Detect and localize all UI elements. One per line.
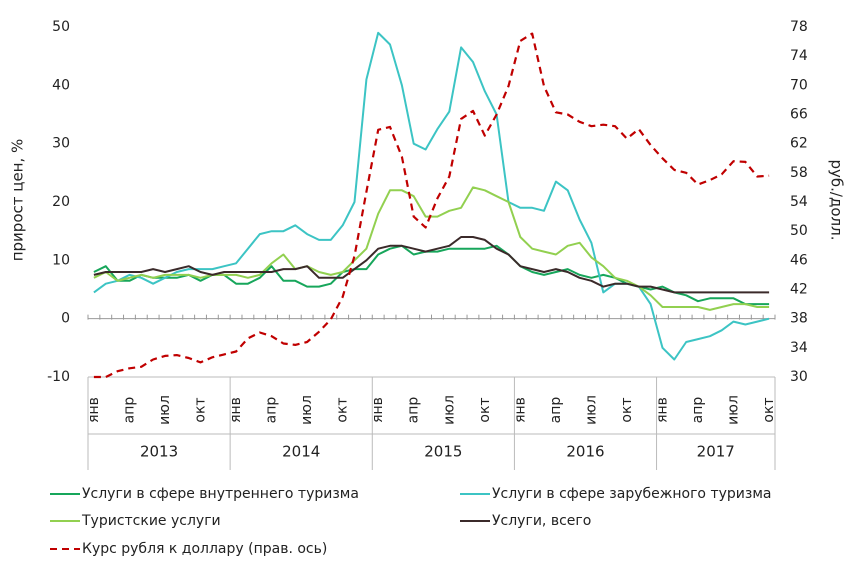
series-line bbox=[93, 186, 770, 311]
y2-tick-label: 50 bbox=[790, 223, 808, 239]
legend-label: Услуги в сфере зарубежного туризма bbox=[492, 486, 771, 502]
y2-axis-label: руб./долл. bbox=[828, 160, 846, 241]
legend-label: Услуги, всего bbox=[492, 513, 591, 529]
x-tick-label: апр bbox=[690, 397, 706, 424]
x-tick-label: окт bbox=[477, 397, 493, 422]
x-tick-label: июл bbox=[726, 395, 742, 425]
x-tick-label: окт bbox=[335, 397, 351, 422]
y2-tick-label: 42 bbox=[790, 282, 808, 298]
y-tick-label: 30 bbox=[52, 136, 70, 152]
y-tick-label: 20 bbox=[52, 194, 70, 210]
y-tick-label: 40 bbox=[52, 77, 70, 93]
x-tick-label: янв bbox=[512, 397, 528, 423]
x-tick-label: июл bbox=[299, 395, 315, 425]
y2-tick-label: 78 bbox=[790, 19, 808, 35]
y-axis-label: прирост цен, % bbox=[9, 139, 27, 262]
year-label: 2014 bbox=[282, 443, 320, 461]
y2-tick-label: 58 bbox=[790, 165, 808, 181]
series-line bbox=[93, 244, 770, 306]
x-tick-label: янв bbox=[654, 397, 670, 423]
y2-tick-label: 54 bbox=[790, 194, 808, 210]
x-tick-label: окт bbox=[193, 397, 209, 422]
x-tick-label: июл bbox=[157, 395, 173, 425]
year-label: 2015 bbox=[424, 443, 462, 461]
y-tick-label: 10 bbox=[52, 252, 70, 268]
x-tick-label: окт bbox=[619, 397, 635, 422]
x-tick-label: янв bbox=[86, 397, 102, 423]
y2-tick-label: 30 bbox=[790, 369, 808, 385]
x-tick-label: апр bbox=[406, 397, 422, 424]
year-label: 2017 bbox=[697, 443, 735, 461]
y2-tick-label: 66 bbox=[790, 107, 808, 123]
x-tick-label: апр bbox=[264, 397, 280, 424]
legend-label: Услуги в сфере внутреннего туризма bbox=[82, 486, 359, 502]
legend-label: Курс рубля к доллару (прав. ось) bbox=[82, 541, 327, 557]
x-tick-label: апр bbox=[548, 397, 564, 424]
year-label: 2016 bbox=[566, 443, 604, 461]
y2-tick-label: 62 bbox=[790, 136, 808, 152]
y-tick-label: 50 bbox=[52, 19, 70, 35]
legend-label: Туристские услуги bbox=[81, 513, 221, 529]
series-line bbox=[93, 236, 770, 294]
y2-tick-label: 46 bbox=[790, 252, 808, 268]
year-label: 2013 bbox=[140, 443, 178, 461]
x-tick-label: янв bbox=[370, 397, 386, 423]
x-tick-label: июл bbox=[583, 395, 599, 425]
y2-tick-label: 34 bbox=[790, 340, 808, 356]
series-line bbox=[93, 32, 770, 379]
x-tick-label: апр bbox=[121, 397, 137, 424]
y2-tick-label: 70 bbox=[790, 77, 808, 93]
y-tick-label: -10 bbox=[47, 369, 70, 385]
x-tick-label: июл bbox=[441, 395, 457, 425]
series-line bbox=[93, 31, 770, 361]
y-tick-label: 0 bbox=[61, 311, 70, 327]
x-tick-label: окт bbox=[761, 397, 777, 422]
y2-tick-label: 74 bbox=[790, 48, 808, 64]
x-tick-label: янв bbox=[228, 397, 244, 423]
y2-tick-label: 38 bbox=[790, 311, 808, 327]
